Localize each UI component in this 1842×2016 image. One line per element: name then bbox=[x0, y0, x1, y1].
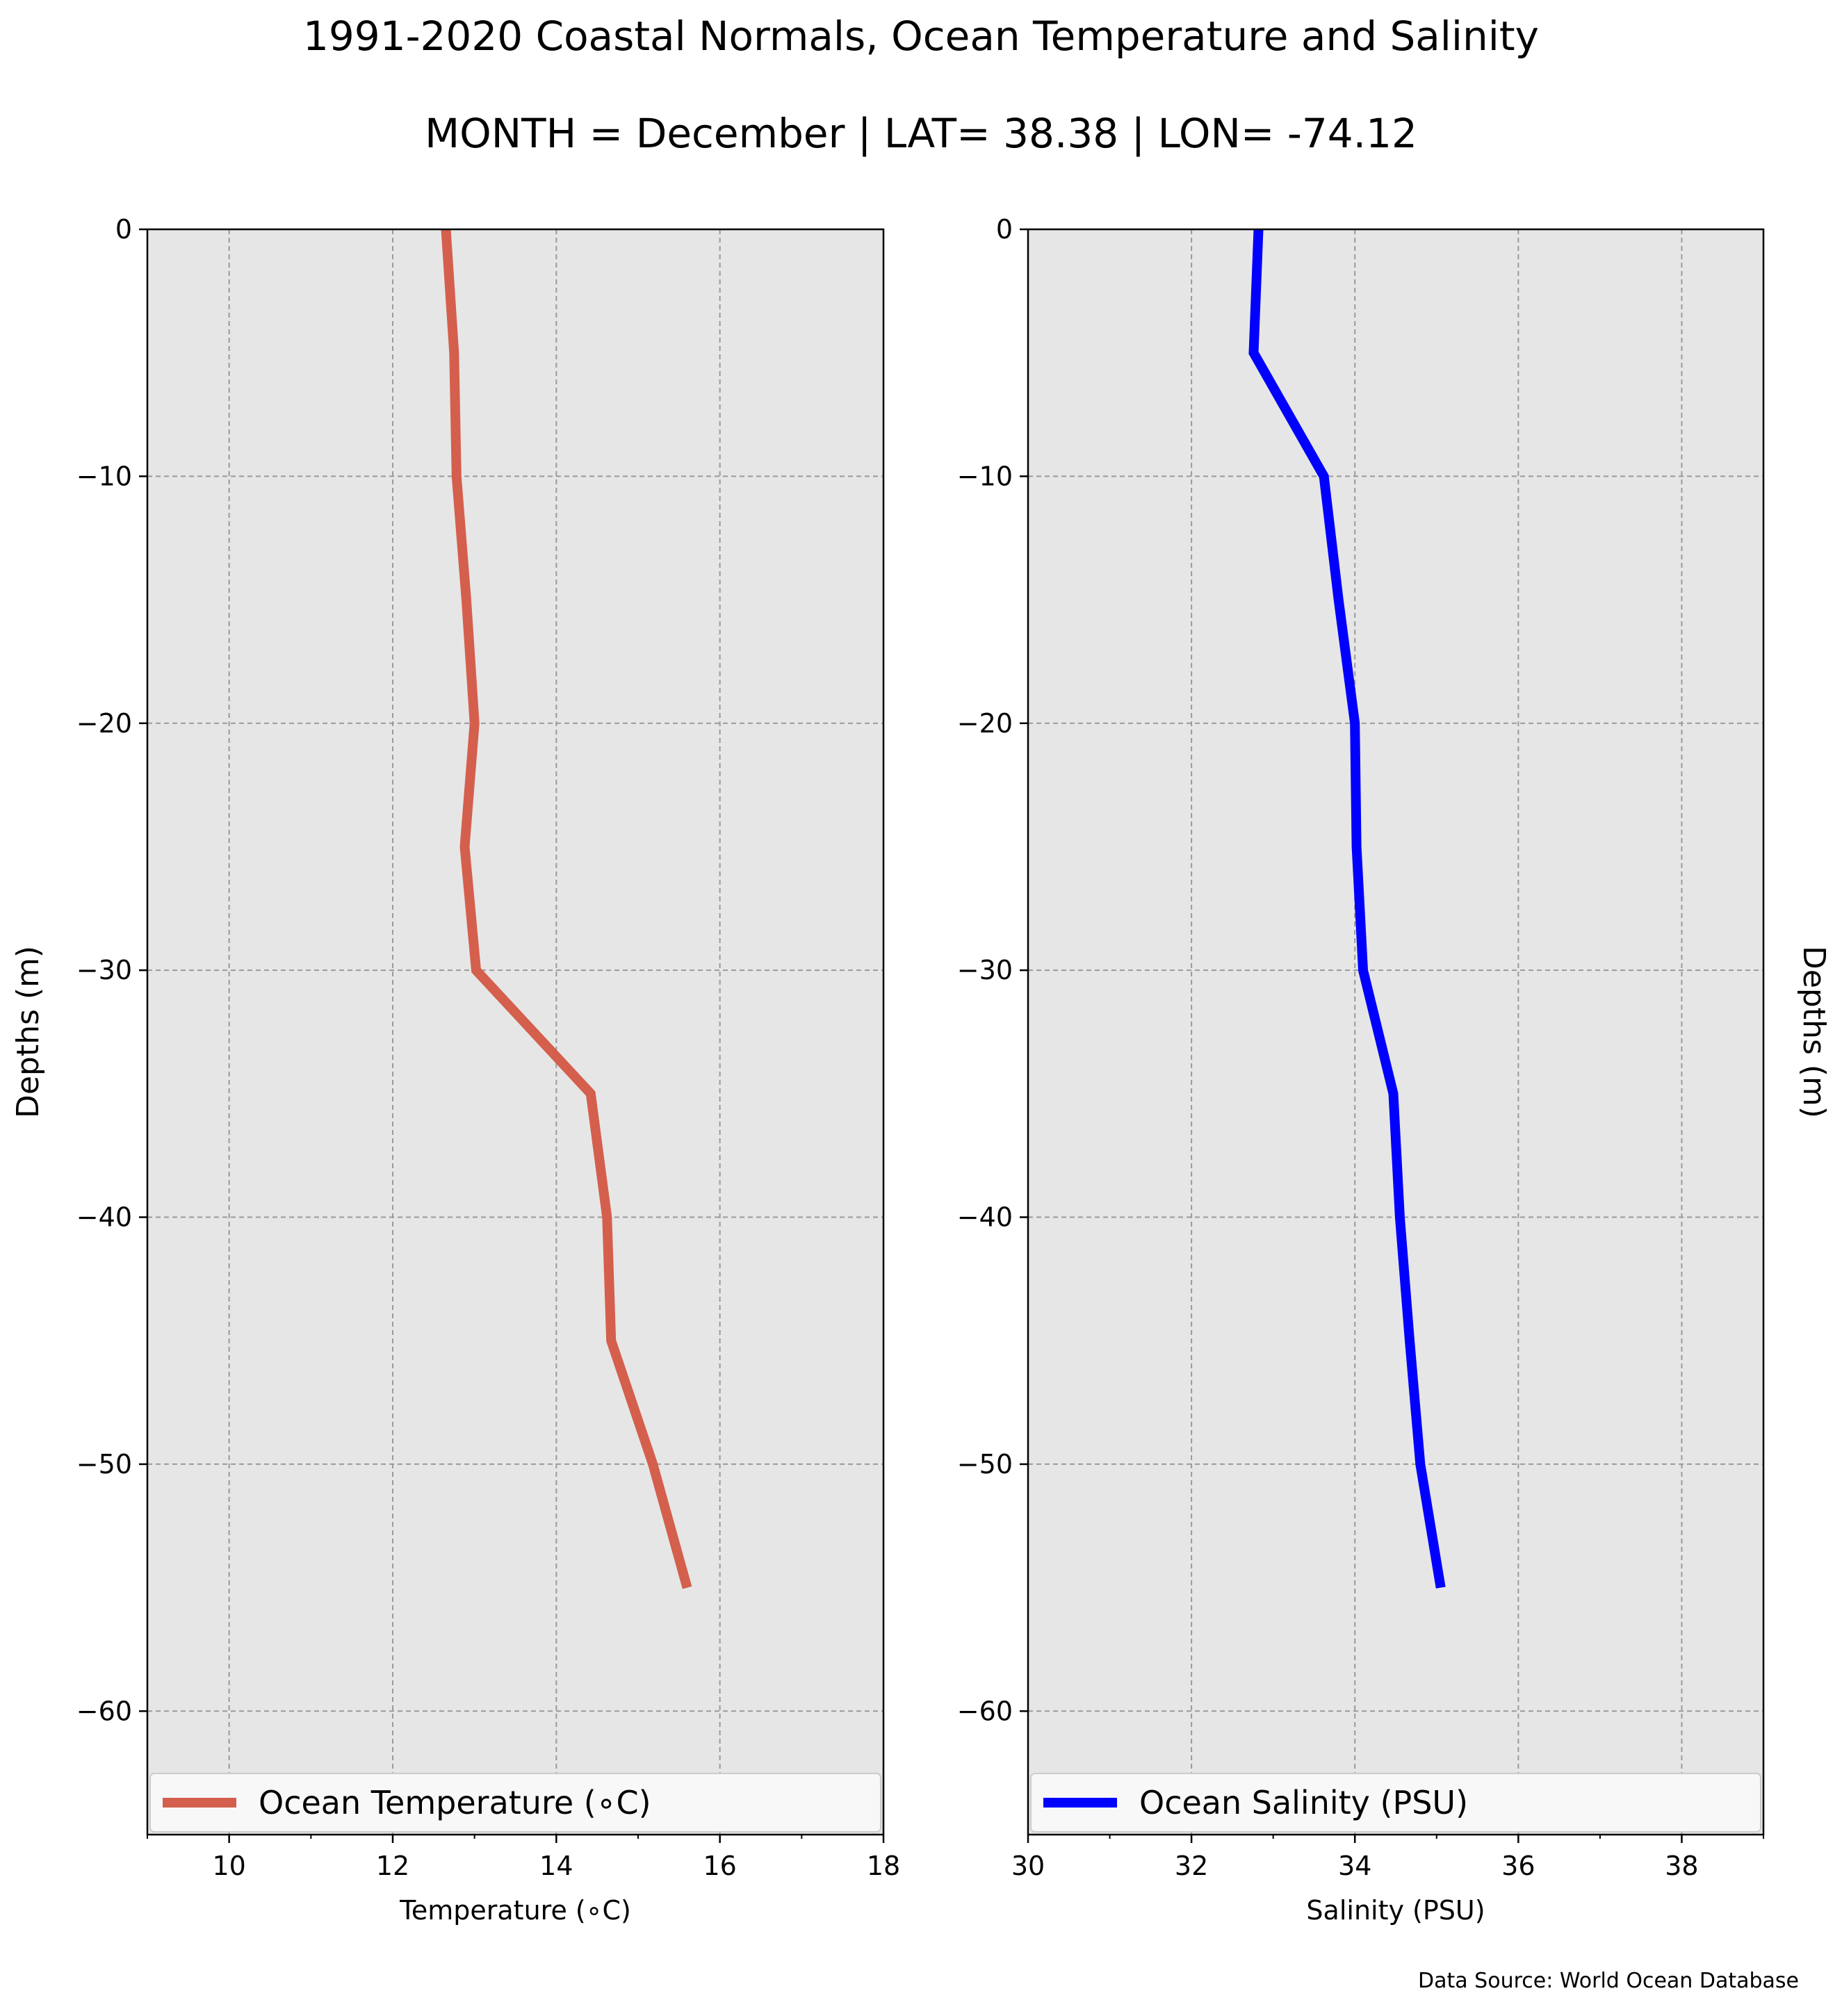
series-line bbox=[1248, 229, 1446, 1589]
x-tick-label: 18 bbox=[867, 1851, 900, 1881]
x-tick-label: 30 bbox=[1011, 1851, 1045, 1881]
legend-label: Ocean Salinity (PSU) bbox=[1139, 1784, 1468, 1821]
legend-label: Ocean Temperature (∘C) bbox=[259, 1784, 651, 1821]
y-tick-label: −50 bbox=[76, 1449, 132, 1480]
x-tick-label: 32 bbox=[1175, 1851, 1208, 1881]
series-line bbox=[441, 229, 692, 1589]
y-tick-label: −40 bbox=[76, 1202, 132, 1233]
y-tick-label: −50 bbox=[957, 1449, 1013, 1480]
chart-subtitle: MONTH = December | LAT= 38.38 | LON= -74… bbox=[425, 110, 1417, 157]
plot-area bbox=[147, 229, 883, 1835]
plot-frame bbox=[146, 228, 885, 1836]
x-tick-label: 16 bbox=[703, 1851, 736, 1881]
x-axis-label: Temperature (∘C) bbox=[399, 1895, 631, 1926]
x-tick-label: 36 bbox=[1501, 1851, 1535, 1881]
y-tick-label: −20 bbox=[76, 708, 132, 739]
chart-title: 1991-2020 Coastal Normals, Ocean Tempera… bbox=[303, 13, 1539, 60]
y-tick-label: −30 bbox=[76, 955, 132, 985]
panel-2: 30 32 34 36 38 0 −10 −20 −30 −40 −50 −60 Salinity (P… bbox=[957, 214, 1832, 1926]
x-tick-label: 10 bbox=[212, 1851, 245, 1881]
y-tick-label: −60 bbox=[76, 1696, 132, 1726]
x-tick-label: 12 bbox=[376, 1851, 409, 1881]
legend-box bbox=[1030, 1773, 1761, 1833]
y-tick-label: 0 bbox=[115, 214, 132, 245]
y-tick-label: −40 bbox=[957, 1202, 1013, 1233]
y-axis-label: Depths (m) bbox=[10, 946, 46, 1118]
plot-area bbox=[1028, 229, 1763, 1835]
x-axis-label: Salinity (PSU) bbox=[1306, 1895, 1485, 1926]
x-tick-label: 14 bbox=[539, 1851, 573, 1881]
y-tick-label: −20 bbox=[957, 708, 1013, 739]
y-tick-label: 0 bbox=[996, 214, 1013, 245]
y-tick-label: −30 bbox=[957, 955, 1013, 985]
legend-box bbox=[149, 1773, 881, 1833]
y-tick-label: −60 bbox=[957, 1696, 1013, 1726]
y-tick-label: −10 bbox=[957, 461, 1013, 491]
legend: Ocean Temperature (∘C) bbox=[149, 1773, 881, 1833]
y-axis-label: Depths (m) bbox=[1796, 946, 1832, 1118]
panel-1: 10 12 14 16 18 0 −10 −20 −30 −40 −50 −60 Temperature… bbox=[10, 214, 900, 1926]
legend: Ocean Salinity (PSU) bbox=[1030, 1773, 1761, 1833]
plot-frame bbox=[1027, 228, 1765, 1836]
x-tick-label: 34 bbox=[1338, 1851, 1371, 1881]
data-source-note: Data Source: World Ocean Database bbox=[1418, 1969, 1799, 1993]
x-tick-label: 38 bbox=[1665, 1851, 1698, 1881]
y-tick-label: −10 bbox=[76, 461, 132, 491]
